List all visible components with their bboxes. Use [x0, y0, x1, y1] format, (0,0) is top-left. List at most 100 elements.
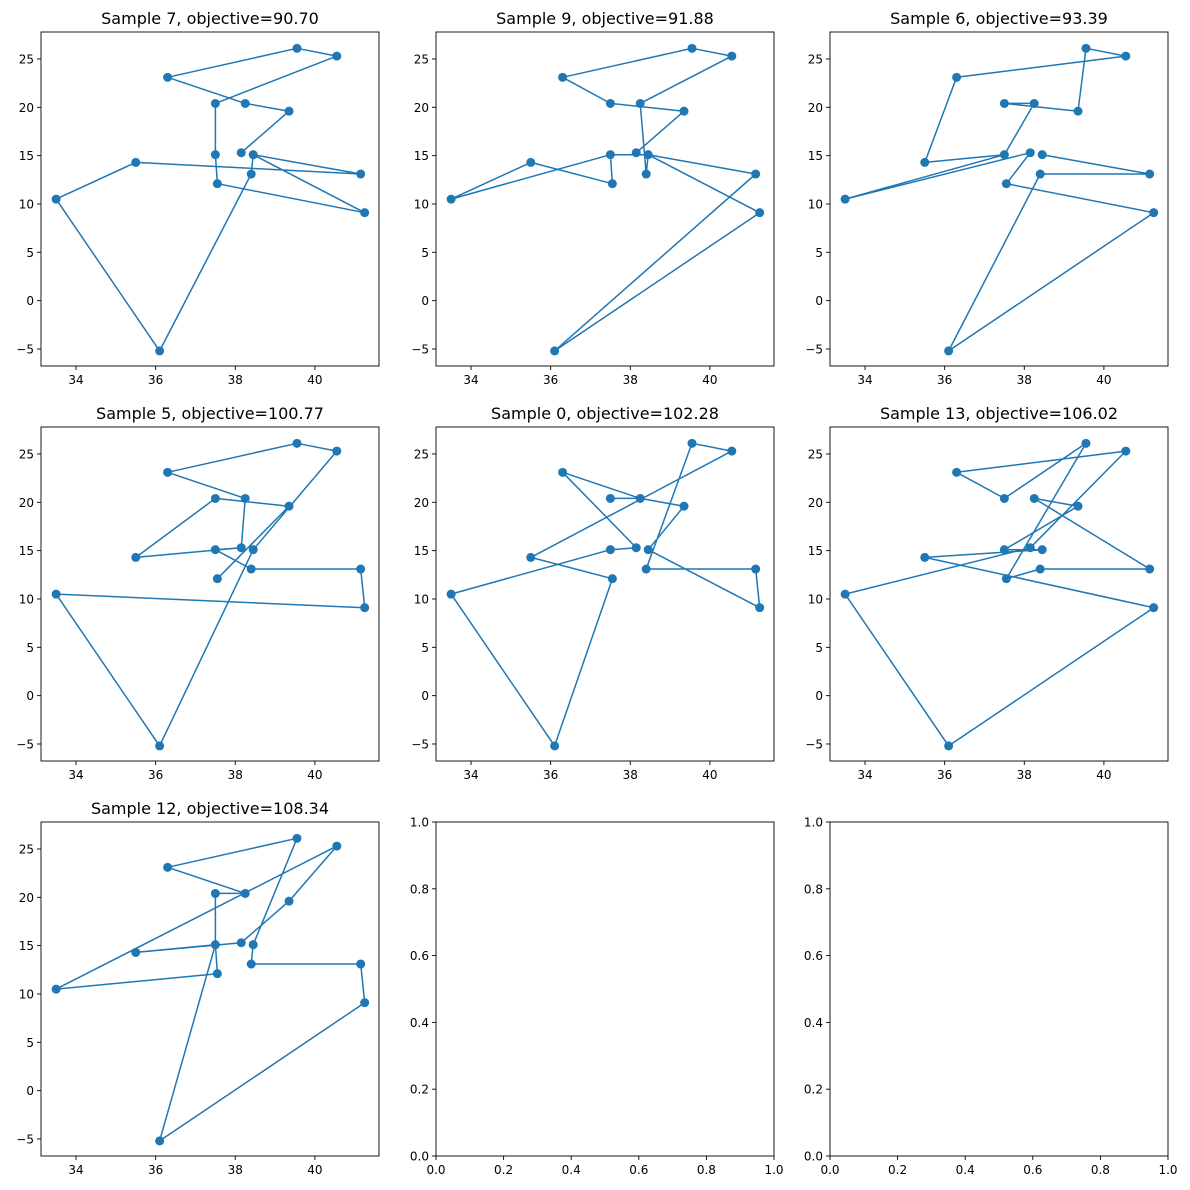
subplot-4: Sample 0, objective=102.28 34 36 38 40 −5 0 5 10…: [411, 404, 775, 782]
axes-frame: [40, 821, 380, 1157]
x-tick-label: 34: [68, 1163, 83, 1177]
y-tick-label: 25: [414, 447, 429, 461]
route-point: [1001, 179, 1011, 189]
route-point: [558, 72, 568, 82]
y-tick-label: −5: [16, 737, 34, 751]
y-tick-label: 25: [414, 52, 429, 66]
x-tick-label: 34: [68, 373, 83, 387]
route-point: [1025, 543, 1035, 553]
x-tick-label: 34: [857, 373, 872, 387]
route-point: [1081, 438, 1091, 448]
route-point: [1035, 169, 1045, 179]
route-point: [999, 493, 1009, 503]
y-tick-label: 5: [421, 246, 429, 260]
route-point: [284, 501, 294, 511]
route-point: [687, 43, 697, 53]
route-point: [727, 446, 737, 456]
route-point: [607, 179, 617, 189]
y-tick-label: 15: [19, 149, 34, 163]
y-tick-label: 0.6: [804, 949, 823, 963]
subplot-title: Sample 7, objective=90.70: [101, 9, 319, 28]
y-tick-label: 0: [26, 1084, 34, 1098]
subplot-title: Sample 5, objective=100.77: [96, 404, 324, 423]
x-tick-label: 36: [148, 768, 163, 782]
route-point: [356, 169, 366, 179]
y-tick-label: 0.6: [410, 949, 429, 963]
x-tick-label: 1.0: [764, 1163, 783, 1177]
route-point: [840, 194, 850, 204]
x-tick-label: 40: [307, 768, 322, 782]
route-point: [236, 148, 246, 158]
x-tick-label: 40: [1096, 373, 1111, 387]
x-tick-label: 36: [543, 373, 558, 387]
route-line: [55, 837, 366, 1142]
subplot-3: Sample 5, objective=100.77 34 36 38 40 −5 0 5 10…: [16, 404, 380, 782]
axes-frame: [435, 31, 775, 367]
y-tick-label: 0.4: [804, 1016, 823, 1030]
route-point: [558, 467, 568, 477]
route-point: [131, 947, 141, 957]
route-point: [1035, 564, 1045, 574]
route-point: [550, 741, 560, 751]
route-point: [727, 51, 737, 61]
route-point: [631, 543, 641, 553]
y-tick-label: 15: [808, 149, 823, 163]
route-point: [360, 998, 370, 1008]
y-tick-label: 0.0: [804, 1150, 823, 1164]
route-line: [55, 47, 366, 352]
route-point: [1001, 574, 1011, 584]
route-point: [51, 589, 61, 599]
y-tick-label: −5: [411, 342, 429, 356]
route-point: [952, 467, 962, 477]
route-point: [248, 150, 258, 160]
x-tick-label: 0.8: [697, 1163, 716, 1177]
route-point: [605, 493, 615, 503]
x-tick-label: 0.6: [629, 1163, 648, 1177]
x-tick-label: 38: [228, 1163, 243, 1177]
axes-frame: [435, 821, 775, 1157]
route-line: [450, 47, 761, 352]
route-point: [155, 1136, 165, 1146]
route-point: [643, 545, 653, 555]
x-tick-label: 36: [148, 1163, 163, 1177]
y-tick-label: 0.4: [410, 1016, 429, 1030]
y-tick-label: 10: [808, 197, 823, 211]
subplot-title: Sample 6, objective=93.39: [890, 9, 1108, 28]
y-tick-label: 0: [26, 689, 34, 703]
y-tick-label: 20: [19, 496, 34, 510]
route-point: [332, 51, 342, 61]
y-tick-label: 25: [19, 842, 34, 856]
subplot-1: Sample 9, objective=91.88 34 36 38 40 −5 0 5 10 1…: [411, 9, 775, 387]
y-tick-label: 0: [421, 294, 429, 308]
route-point: [292, 438, 302, 448]
route-line: [55, 442, 366, 747]
axes-frame: [40, 31, 380, 367]
route-point: [155, 741, 165, 751]
route-point: [240, 98, 250, 108]
x-tick-label: 1.0: [1158, 1163, 1177, 1177]
route-point: [212, 179, 222, 189]
y-tick-label: 0.8: [410, 882, 429, 896]
route-point: [755, 603, 765, 613]
y-tick-label: 20: [414, 101, 429, 115]
y-tick-label: 25: [808, 52, 823, 66]
axes-frame: [829, 426, 1169, 762]
route-point: [1145, 564, 1155, 574]
route-point: [1149, 208, 1159, 218]
route-point: [284, 896, 294, 906]
route-point: [840, 589, 850, 599]
route-point: [944, 741, 954, 751]
subplot-6: Sample 12, objective=108.34 34 36 38 40 −5 0 5 1…: [16, 799, 380, 1177]
y-tick-label: −5: [16, 342, 34, 356]
route-point: [131, 157, 141, 167]
route-point: [246, 959, 256, 969]
route-point: [999, 545, 1009, 555]
y-tick-label: 10: [19, 987, 34, 1001]
y-tick-label: −5: [805, 737, 823, 751]
x-tick-label: 34: [463, 768, 478, 782]
y-tick-label: 0: [421, 689, 429, 703]
subplot-title: Sample 9, objective=91.88: [496, 9, 714, 28]
route-point: [212, 969, 222, 979]
y-tick-label: 5: [421, 641, 429, 655]
subplot-7: 0.0 0.2 0.4 0.6 0.8 1.0 0.0 0.2 0.4 0.6 0.8 1.0: [410, 816, 784, 1178]
